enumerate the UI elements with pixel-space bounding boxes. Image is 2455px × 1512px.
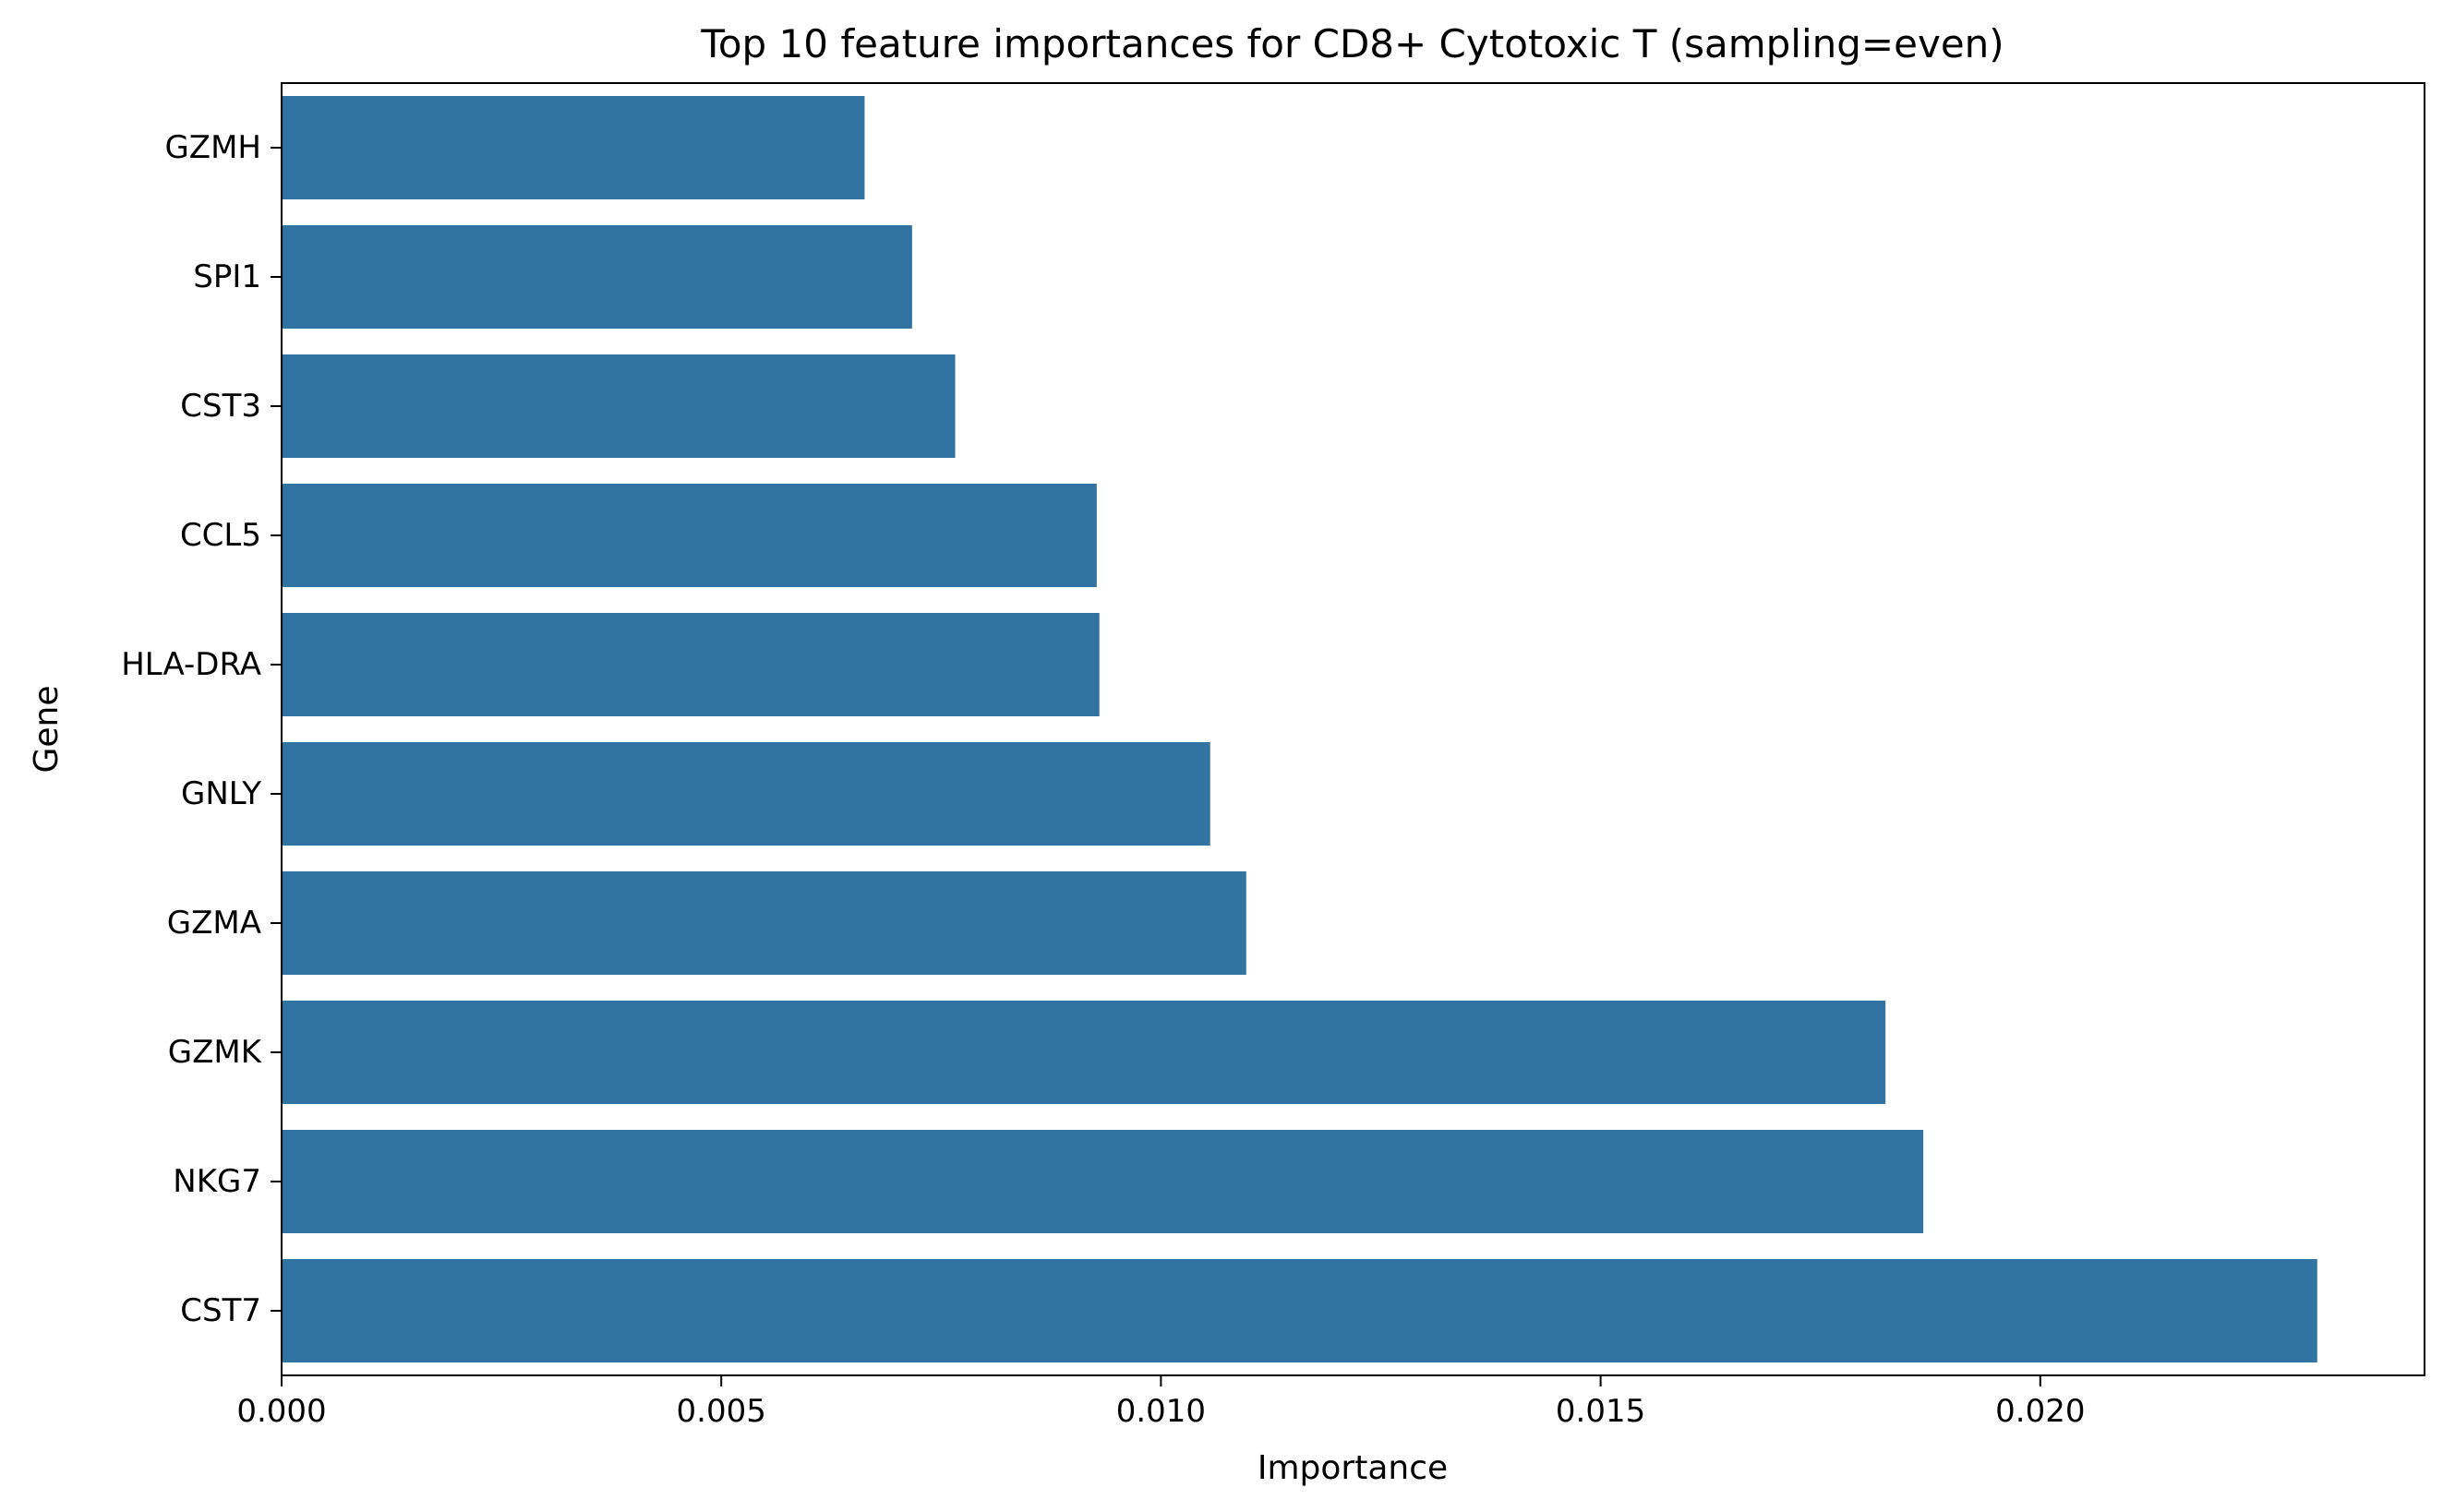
y-tick-label: NKG7 [173, 1163, 261, 1200]
y-tick-label: GNLY [181, 775, 261, 812]
bar-gzma [282, 871, 1246, 975]
bar-cst7 [282, 1259, 2317, 1362]
y-tick-label: GZMK [168, 1034, 263, 1071]
x-tick-label: 0.015 [1556, 1393, 1645, 1430]
x-axis-ticks: 0.000 0.005 0.010 0.015 0.020 [236, 1375, 2085, 1430]
bar-spi1 [282, 225, 912, 329]
x-axis-label: Importance [1258, 1449, 1448, 1487]
plot-frame [281, 82, 2425, 1376]
y-tick-label: HLA-DRA [121, 646, 261, 683]
chart-title: Top 10 feature importances for CD8+ Cyto… [700, 21, 2004, 66]
y-axis-ticks: GZMH SPI1 CST3 CCL5 HLA-DRA GNLY GZMA GZMK NKG7 C… [121, 129, 282, 1329]
bar-cst3 [282, 354, 956, 458]
y-tick-label: CST3 [180, 388, 261, 425]
x-tick-label: 0.020 [1995, 1393, 2085, 1430]
y-tick-label: GZMA [167, 905, 261, 942]
y-tick-label: GZMH [164, 129, 261, 166]
y-tick-label: CST7 [180, 1292, 261, 1329]
bars-group [282, 96, 2317, 1362]
bar-ccl5 [282, 484, 1097, 587]
bar-gzmk [282, 1001, 1886, 1104]
bar-hla-dra [282, 613, 1100, 716]
y-tick-label: SPI1 [193, 258, 261, 295]
y-axis-label: Gene [28, 685, 66, 773]
bar-nkg7 [282, 1130, 1924, 1233]
bar-gzmh [282, 96, 865, 199]
x-tick-label: 0.000 [236, 1393, 326, 1430]
x-tick-label: 0.005 [677, 1393, 766, 1430]
x-tick-label: 0.010 [1116, 1393, 1206, 1430]
bar-gnly [282, 742, 1210, 846]
y-tick-label: CCL5 [180, 517, 261, 554]
